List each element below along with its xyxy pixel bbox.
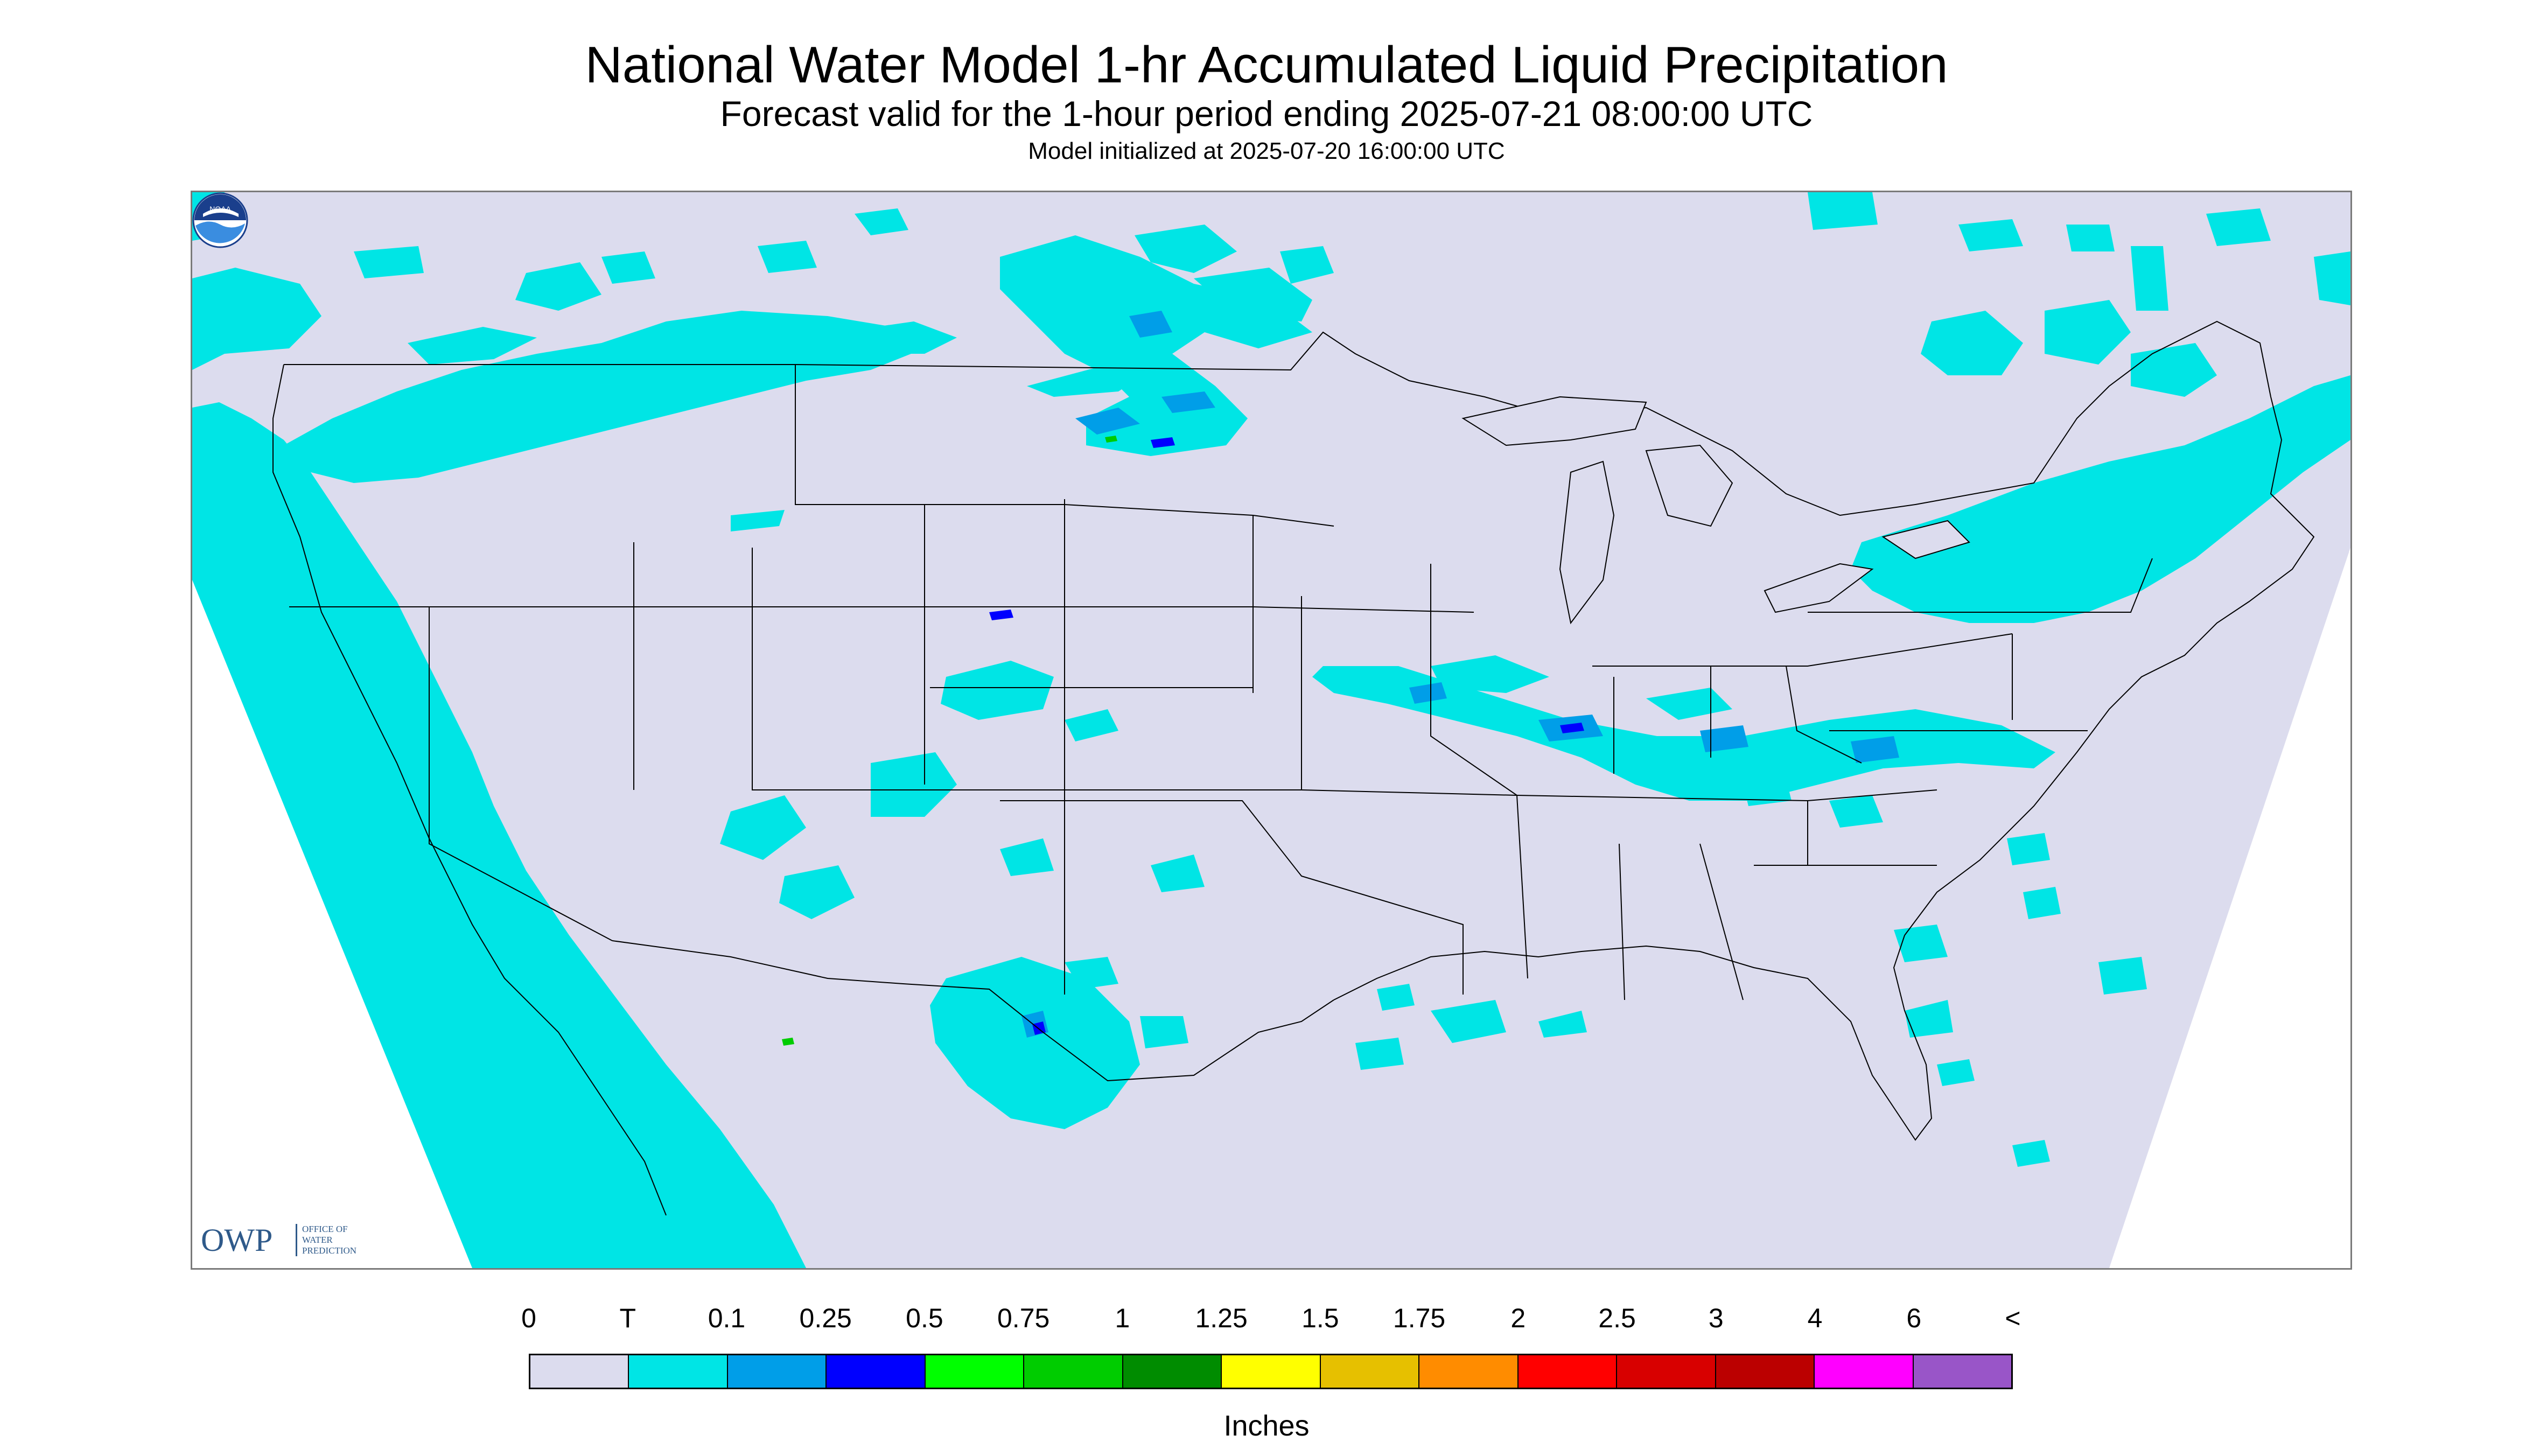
precip-heavy-areas	[782, 436, 1117, 1046]
legend-label: T	[619, 1303, 636, 1333]
owp-logo-line-2: WATER	[302, 1235, 333, 1245]
political-boundaries	[272, 320, 2315, 1216]
legend-label: 0	[521, 1303, 536, 1333]
legend-label: 3	[1708, 1303, 1724, 1333]
precipitation-map[interactable]: OWP OFFICE OF WATER PREDICTION NOAA	[191, 191, 2352, 1270]
legend-swatch	[1123, 1355, 1222, 1388]
legend-label: 0.5	[906, 1303, 943, 1333]
legend-labels: 0 T 0.1 0.25 0.5 0.75 1 1.25 1.5 1.75 2 2.5 3 4 6 <	[0, 1302, 2533, 1340]
legend-label: 2.5	[1598, 1303, 1636, 1333]
legend-swatch	[1024, 1355, 1123, 1388]
legend-label: 0.25	[799, 1303, 852, 1333]
legend-label: 1	[1115, 1303, 1130, 1333]
legend-label: 0.75	[997, 1303, 1050, 1333]
noaa-logo: NOAA	[192, 192, 248, 248]
legend-color-bar	[529, 1354, 2013, 1389]
legend-swatch	[530, 1355, 629, 1388]
owp-logo-line-3: PREDICTION	[302, 1245, 357, 1256]
owp-logo-divider	[296, 1224, 297, 1256]
legend-label: 6	[1906, 1303, 1922, 1333]
model-init-line: Model initialized at 2025-07-20 16:00:00…	[1028, 138, 1505, 164]
legend-swatch	[1716, 1355, 1815, 1388]
legend-swatch	[1320, 1355, 1420, 1388]
legend-swatch	[1419, 1355, 1519, 1388]
legend-swatch	[925, 1355, 1025, 1388]
owp-logo-text: OFFICE OF WATER PREDICTION	[302, 1224, 356, 1256]
great-lakes	[1461, 396, 1970, 625]
map-canvas	[192, 192, 2350, 1268]
map-title: National Water Model 1-hr Accumulated Li…	[585, 36, 1948, 94]
map-subtitle: Forecast valid for the 1-hour period end…	[720, 94, 1813, 134]
legend-label: 1.5	[1302, 1303, 1339, 1333]
legend-label: 4	[1807, 1303, 1823, 1333]
precip-light-areas	[1021, 311, 1899, 1038]
legend-label: 0.1	[708, 1303, 746, 1333]
legend-swatch	[1518, 1355, 1618, 1388]
legend-swatch	[827, 1355, 926, 1388]
noaa-logo-text: NOAA	[209, 205, 231, 213]
legend-label: 1.75	[1393, 1303, 1446, 1333]
legend-units: Inches	[1223, 1410, 1310, 1442]
owp-logo: OWP OFFICE OF WATER PREDICTION	[201, 1221, 395, 1262]
legend-swatch	[1222, 1355, 1321, 1388]
legend-swatch	[629, 1355, 728, 1388]
legend-label: 2	[1510, 1303, 1526, 1333]
legend-label: 1.25	[1195, 1303, 1248, 1333]
owp-logo-line-1: OFFICE OF	[302, 1224, 348, 1234]
model-domain	[192, 192, 2350, 1268]
legend-swatch	[1617, 1355, 1716, 1388]
legend-swatch	[727, 1355, 827, 1388]
legend-swatch	[1913, 1355, 2012, 1388]
legend-label: <	[2005, 1303, 2021, 1333]
legend-swatch	[1815, 1355, 1914, 1388]
owp-logo-mark: OWP	[201, 1222, 273, 1258]
precip-trace-areas	[192, 192, 2350, 1268]
